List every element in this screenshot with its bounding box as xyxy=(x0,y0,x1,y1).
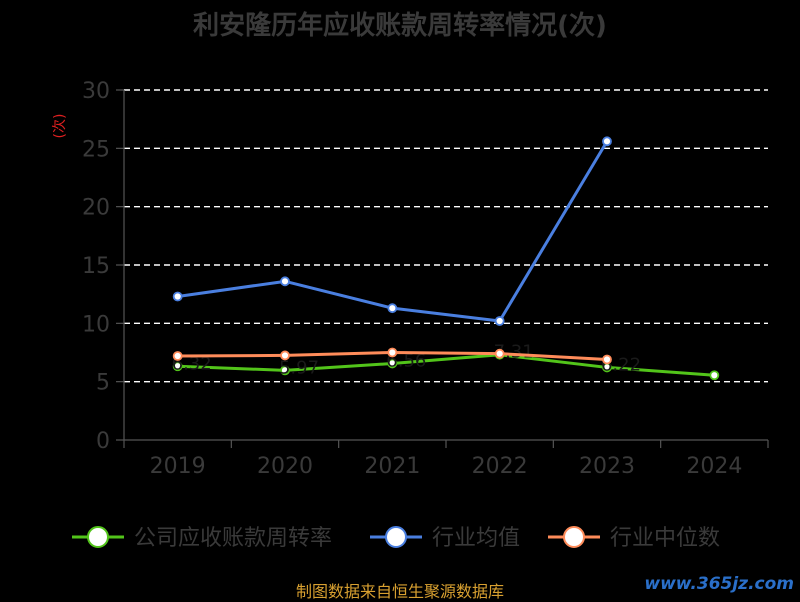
series-line xyxy=(177,140,609,323)
series-group: 6.32 5.97 6.56 7.316.22 xyxy=(172,136,720,381)
legend: 公司应收账款周转率 行业均值 行业中位数 xyxy=(72,526,720,551)
data-point xyxy=(172,291,183,302)
legend-label: 公司应收账款周转率 xyxy=(134,526,332,551)
data-point xyxy=(280,365,290,376)
data-point xyxy=(280,350,290,361)
data-point xyxy=(494,316,505,326)
gridlines xyxy=(124,89,768,383)
legend-item-2: 行业中位数 xyxy=(548,526,720,551)
data-point xyxy=(602,354,612,365)
axes: 0 5 10 15 20 25 30 2019 2020 2021 2022 2023 2024 xyxy=(82,79,769,479)
data-point xyxy=(172,351,183,361)
y-tick-label: 20 xyxy=(82,196,110,221)
series-line xyxy=(177,353,715,377)
data-point xyxy=(280,276,290,287)
data-point xyxy=(494,348,505,359)
data-point xyxy=(602,136,612,147)
legend-item-1: 行业均值 xyxy=(370,526,520,551)
x-tick-label: 2022 xyxy=(472,454,528,479)
data-point xyxy=(387,303,398,314)
legend-item-0: 公司应收账款周转率 xyxy=(72,526,332,551)
series-0: 6.32 5.97 6.56 7.316.22 xyxy=(172,342,720,381)
watermark-logo: www.365jz.com xyxy=(644,574,794,594)
y-tick-label: 5 xyxy=(96,371,110,396)
y-tick-label: 30 xyxy=(82,79,110,104)
legend-marker xyxy=(87,526,109,548)
y-tick-label: 25 xyxy=(82,137,110,162)
series-2 xyxy=(172,347,612,365)
data-point xyxy=(709,370,720,381)
x-tick-label: 2021 xyxy=(364,454,420,479)
y-axis-label: (次) xyxy=(52,114,68,139)
legend-marker xyxy=(563,526,585,548)
legend-label: 行业中位数 xyxy=(610,526,720,551)
legend-label: 行业均值 xyxy=(432,526,520,551)
data-point xyxy=(387,347,398,358)
y-tick-label: 0 xyxy=(96,429,110,454)
data-label: 7.31 xyxy=(494,342,534,363)
x-tick-label: 2023 xyxy=(579,454,635,479)
chart-title: 利安隆历年应收账款周转率情况(次) xyxy=(193,10,607,41)
x-tick-label: 2019 xyxy=(150,454,206,479)
legend-marker xyxy=(385,526,407,548)
data-source-note: 制图数据来自恒生聚源数据库 xyxy=(295,582,504,601)
data-label: 6.56 xyxy=(386,350,426,371)
y-tick-label: 15 xyxy=(82,254,110,279)
x-tick-label: 2024 xyxy=(686,454,742,479)
data-label: 5.97 xyxy=(279,357,319,378)
data-point xyxy=(172,361,183,372)
x-tick-label: 2020 xyxy=(257,454,313,479)
data-point xyxy=(387,358,398,369)
y-tick-label: 10 xyxy=(82,312,110,337)
series-1 xyxy=(172,136,612,326)
